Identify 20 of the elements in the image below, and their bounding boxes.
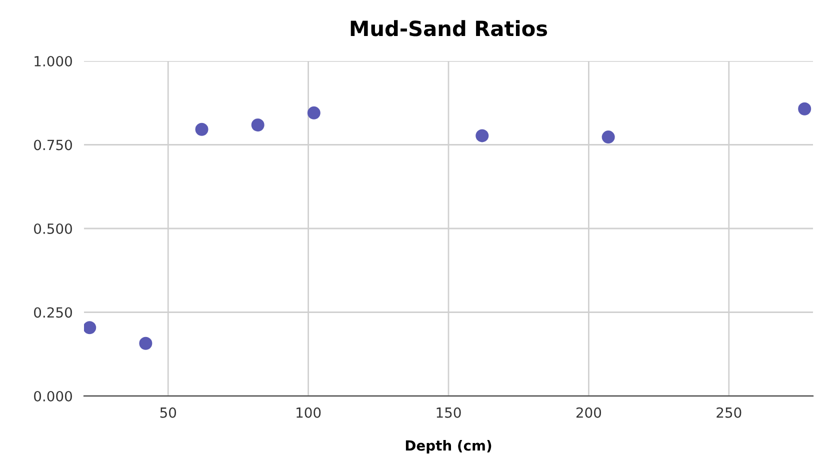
- point: [476, 129, 489, 142]
- y-tick-label: 1.000: [34, 56, 72, 66]
- x-tick-label: 50: [160, 407, 176, 418]
- x-tick-label: 250: [716, 407, 742, 418]
- point: [307, 106, 320, 120]
- point: [798, 102, 812, 116]
- point: [195, 122, 208, 136]
- x-axis-title: Depth (cm): [406, 440, 492, 454]
- y-tick-label: 0.750: [34, 140, 72, 150]
- x-tick-label: 100: [296, 407, 321, 418]
- x-tick-label: 200: [576, 407, 602, 418]
- x-tick-label: 150: [436, 407, 461, 418]
- point: [602, 130, 615, 144]
- point: [139, 336, 152, 350]
- y-tick-label: 0.250: [34, 307, 72, 318]
- point: [251, 118, 264, 132]
- point: [84, 321, 96, 334]
- y-tick-label: 0.000: [34, 390, 72, 402]
- y-tick-label: 0.500: [34, 223, 72, 234]
- chart-title: Mud-Sand Ratios: [350, 20, 548, 36]
